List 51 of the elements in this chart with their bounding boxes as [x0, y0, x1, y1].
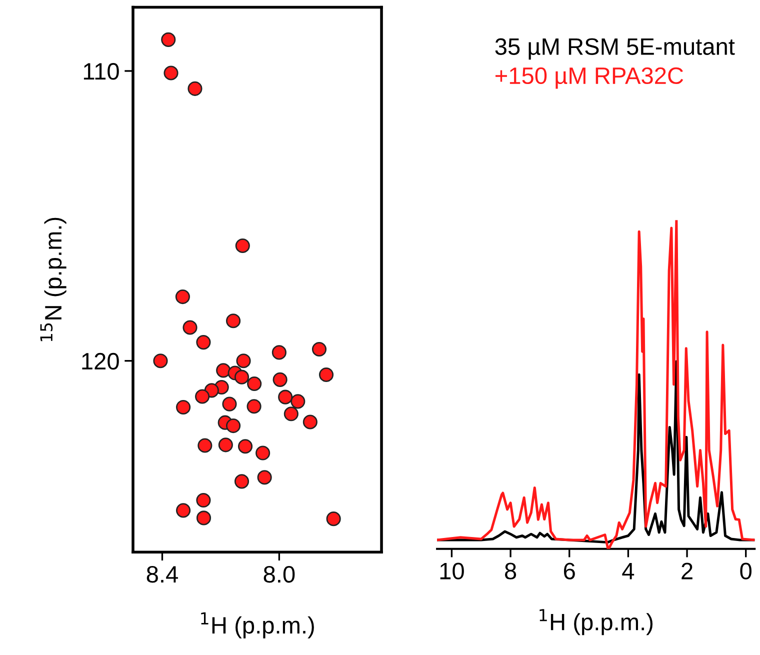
point — [196, 510, 212, 526]
point — [226, 314, 241, 328]
text: +150 µM RPA32C — [496, 67, 684, 89]
x-tick-label: 8.0 — [264, 566, 295, 583]
x-tick-label: 10 — [440, 562, 464, 580]
point — [175, 290, 190, 304]
point — [302, 414, 318, 430]
point — [246, 399, 262, 414]
point — [247, 376, 262, 392]
text: 35 µM RSM 5E-mutant — [495, 38, 735, 60]
x-axis-title: $^{1}$H (p.p.m.) — [540, 609, 653, 636]
x-tick-label: 6 — [564, 562, 575, 580]
point — [216, 363, 231, 378]
point — [218, 438, 233, 452]
point — [226, 418, 241, 434]
x-tick-label: 4 — [622, 562, 634, 580]
point — [196, 335, 211, 350]
x-tick-label: 2 — [682, 562, 692, 580]
point — [235, 238, 250, 254]
point — [176, 400, 191, 415]
point — [195, 389, 210, 404]
point — [234, 370, 250, 384]
x-tick-label: 0 — [740, 562, 752, 580]
point — [234, 474, 250, 489]
point — [176, 503, 191, 518]
point — [188, 81, 202, 96]
point — [278, 390, 293, 404]
point — [222, 396, 237, 412]
x-axis-title: $^{1}$H (p.p.m.) — [201, 612, 314, 638]
y-tick-label: 120 — [82, 352, 119, 370]
point — [161, 32, 176, 47]
x-tick-label: 8.4 — [146, 566, 178, 583]
point — [326, 512, 341, 526]
point — [272, 345, 286, 360]
point — [153, 354, 168, 368]
point — [196, 492, 211, 508]
point — [256, 446, 270, 460]
y-axis-title: $^{15}$N (p.p.m.) — [40, 218, 66, 342]
point — [272, 372, 288, 387]
point — [290, 394, 306, 409]
point — [164, 66, 178, 80]
point — [198, 438, 212, 453]
point — [312, 342, 327, 357]
point — [182, 320, 198, 335]
point — [236, 354, 251, 368]
x-tick-label: 8 — [505, 562, 516, 580]
y-tick-label: 110 — [84, 63, 119, 80]
point — [318, 367, 334, 382]
point — [257, 470, 272, 485]
point — [284, 406, 298, 422]
point — [238, 439, 253, 454]
